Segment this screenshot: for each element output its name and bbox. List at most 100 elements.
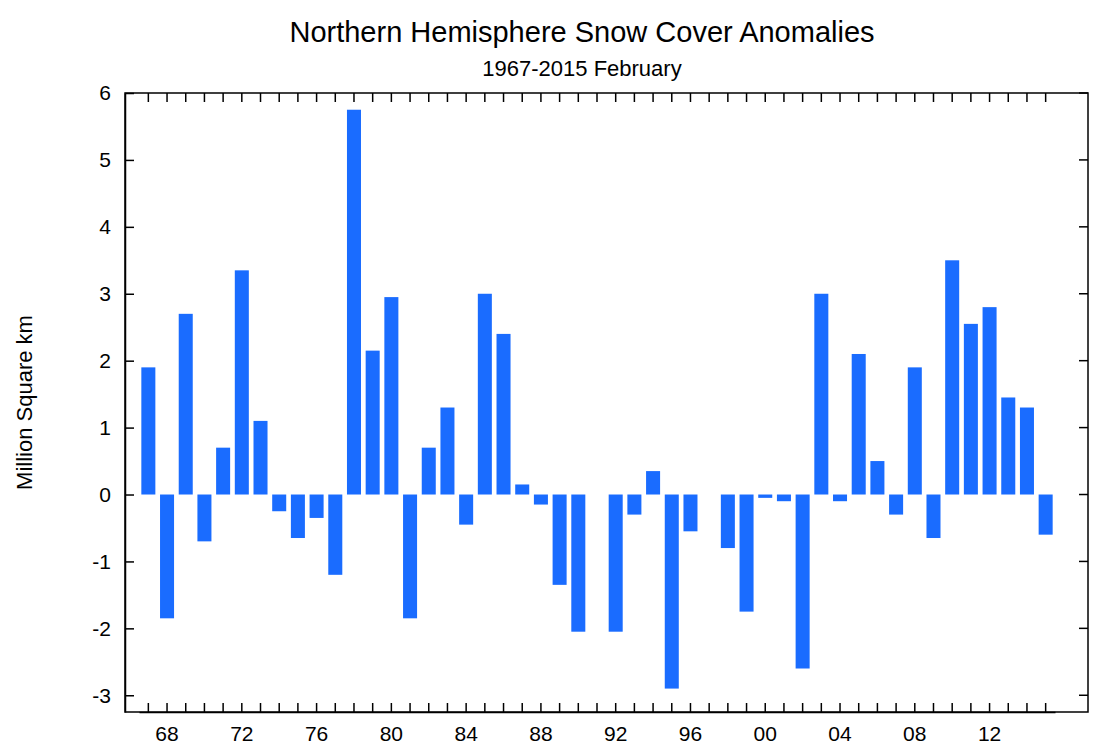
x-tick: 12 (978, 703, 1001, 745)
x-tick-mark-top (316, 93, 318, 102)
x-tick-mark-top (297, 93, 299, 102)
x-tick-mark-top (465, 93, 467, 102)
x-tick-mark-top (260, 93, 262, 102)
bar (384, 297, 398, 494)
bar (197, 495, 211, 542)
bar (833, 495, 847, 502)
title: Northern Hemisphere Snow Cover Anomalies (289, 16, 874, 48)
x-tick-mark (858, 703, 860, 712)
bar (777, 495, 791, 502)
y-tick: 4 (99, 215, 134, 238)
x-tick (858, 703, 859, 712)
bar (814, 294, 828, 495)
y-tick: 0 (99, 483, 134, 506)
bar (440, 408, 454, 495)
bar (310, 495, 324, 518)
x-tick-mark-top (148, 93, 150, 102)
x-tick (447, 703, 448, 712)
y-tick: 1 (99, 416, 134, 439)
bar (515, 484, 529, 494)
x-tick-mark (783, 703, 785, 712)
x-tick: 84 (454, 703, 478, 745)
x-tick (428, 703, 429, 712)
y-tick: -1 (92, 550, 134, 573)
x-tick-mark (335, 703, 337, 712)
x-tick-mark-top (783, 93, 785, 102)
x-tick-mark (503, 703, 505, 712)
x-tick-mark-top (372, 93, 374, 102)
x-tick (578, 703, 579, 712)
x-tick (260, 703, 261, 712)
y-tick-mark (125, 360, 134, 362)
bar (1001, 397, 1015, 494)
x-tick-mark-top (951, 93, 953, 102)
y-tick-label: 6 (99, 81, 111, 104)
x-tick-mark (465, 703, 467, 712)
bar (534, 495, 548, 505)
x-tick-mark (764, 703, 766, 712)
x-tick (1026, 703, 1027, 712)
bar (141, 367, 155, 494)
plot-frame (125, 93, 1088, 712)
y-tick: 3 (99, 282, 134, 305)
x-tick-mark-top (746, 93, 748, 102)
x-tick (204, 703, 205, 712)
x-tick-mark-top (933, 93, 935, 102)
y-tick-mark (125, 227, 134, 229)
x-tick-mark-top (596, 93, 598, 102)
x-tick-mark (708, 703, 710, 712)
bar (235, 270, 249, 494)
x-tick-mark-top (914, 93, 916, 102)
x-tick-label: 08 (903, 722, 926, 745)
x-tick-label: 80 (380, 722, 403, 745)
bar (422, 448, 436, 495)
y-tick-label: 1 (99, 416, 111, 439)
x-tick-mark-top (521, 93, 523, 102)
x-tick-mark-top (166, 93, 168, 102)
x-tick-label: 04 (828, 722, 852, 745)
y-tick-label: -1 (92, 550, 111, 573)
y-tick-mark (125, 561, 134, 563)
x-tick-mark (166, 703, 168, 712)
bar (459, 495, 473, 525)
x-tick-label: 84 (454, 722, 478, 745)
y-tick-label: 2 (99, 349, 111, 372)
x-tick (1045, 703, 1046, 712)
x-tick-mark (895, 703, 897, 712)
x-tick (353, 703, 354, 712)
x-tick (952, 703, 953, 712)
x-tick-mark-top (540, 93, 542, 102)
y-tick-mark-right (1079, 494, 1088, 496)
x-tick-mark-top (1008, 93, 1010, 102)
y-tick: -3 (92, 683, 134, 706)
x-tick (503, 703, 504, 712)
x-tick-mark-top (858, 93, 860, 102)
x-axis: 687276808488929600040812 (140, 703, 1056, 745)
x-tick-mark (634, 703, 636, 712)
x-tick (335, 703, 336, 712)
bar (758, 495, 772, 498)
y-axis: -3-2-10123456 (92, 81, 134, 712)
x-tick-mark (727, 703, 729, 712)
bar (328, 495, 342, 575)
x-tick-mark-top (690, 93, 692, 102)
x-tick-mark-top (727, 93, 729, 102)
x-tick-mark-top (391, 93, 393, 102)
x-tick-mark (409, 703, 411, 712)
x-tick-mark (1008, 703, 1010, 712)
x-tick (970, 703, 971, 712)
x-tick (597, 703, 598, 712)
x-tick-mark-top (484, 93, 486, 102)
bar (926, 495, 940, 538)
x-tick-mark-top (802, 93, 804, 102)
bar (179, 314, 193, 495)
y-tick-label: 0 (99, 483, 111, 506)
x-tick-mark (278, 703, 280, 712)
bar (1039, 495, 1053, 535)
x-tick-mark-top (895, 93, 897, 102)
x-tick-mark (933, 703, 935, 712)
y-tick-label: 5 (99, 148, 111, 171)
y-tick: 5 (99, 148, 134, 171)
y-tick-mark-right (1079, 360, 1088, 362)
x-tick (727, 703, 728, 712)
